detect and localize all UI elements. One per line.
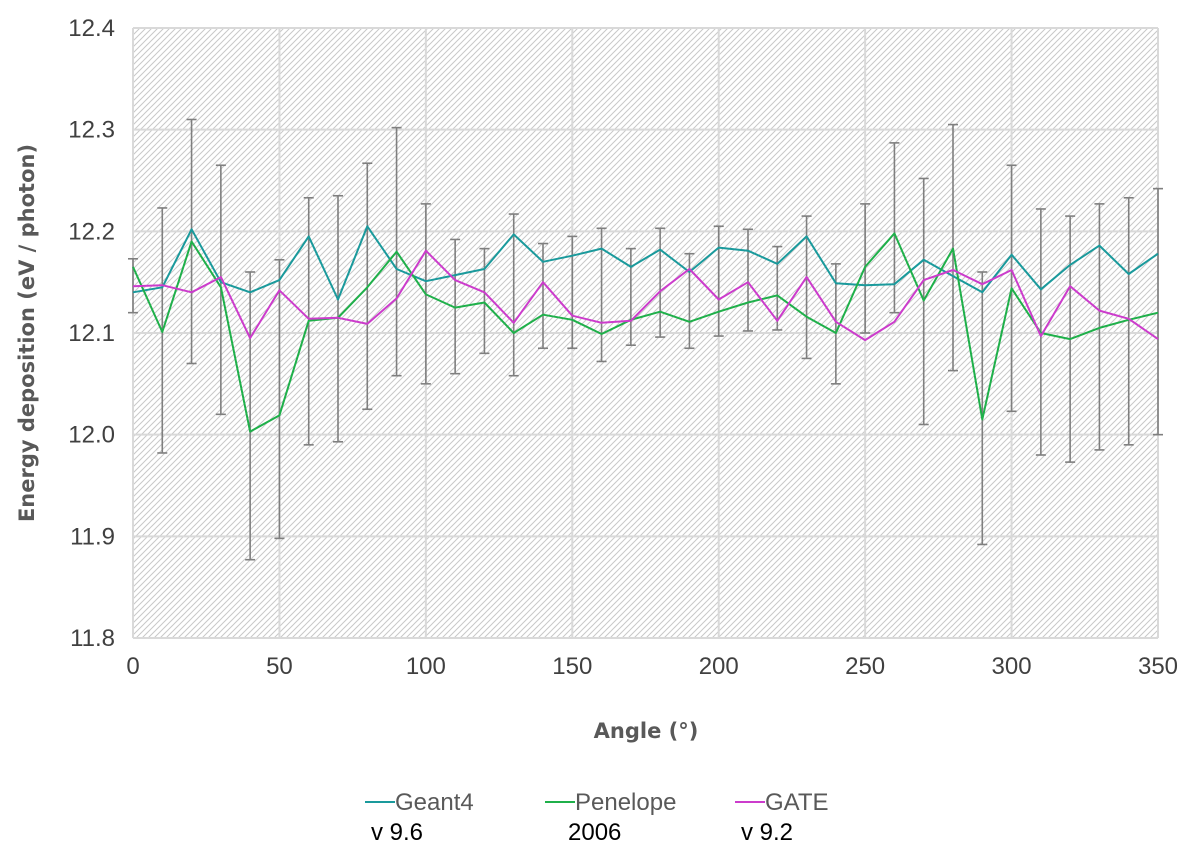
error-bar: [801, 215, 812, 360]
error-bar: [772, 245, 783, 331]
y-tick-labels: 11.8 11.9 12.0 12.1 12.2 12.3 12.4: [68, 15, 115, 652]
x-tick-label: 50: [266, 653, 293, 680]
y-tick-label: 12.0: [68, 422, 115, 449]
x-tick-label: 100: [406, 653, 446, 680]
y-axis-title: Energy deposition (eV / photon): [15, 144, 39, 522]
legend-subtitle: v 9.6: [371, 819, 423, 846]
error-bar: [245, 271, 256, 561]
y-tick-label: 11.8: [70, 625, 115, 652]
legend-subtitle: 2006: [568, 819, 621, 846]
error-bar: [625, 247, 636, 347]
x-tick-label: 0: [126, 653, 139, 680]
legend: Geant4 v 9.6 Penelope 2006 GATE v 9.2: [365, 789, 829, 846]
x-tick-label: 300: [992, 653, 1032, 680]
series-line-gate: [132, 249, 1159, 342]
error-bar: [713, 225, 724, 337]
error-bar: [977, 271, 988, 546]
x-tick-label: 200: [699, 653, 739, 680]
gridlines: [132, 27, 1159, 639]
error-bar: [596, 227, 607, 363]
error-bar: [743, 228, 753, 332]
x-tick-label: 250: [845, 653, 885, 680]
x-tick-label: 150: [552, 653, 592, 680]
y-tick-label: 12.2: [68, 218, 115, 245]
y-tick-label: 12.3: [68, 117, 115, 144]
series-line-geant4: [132, 225, 1159, 301]
x-tick-label: 350: [1138, 653, 1178, 680]
x-tick-labels: 0 50 100 150 200 250 300 350: [126, 653, 1178, 680]
series-lines: [132, 225, 1159, 433]
legend-item-penelope: Penelope 2006: [545, 789, 676, 846]
legend-subtitle: v 9.2: [741, 819, 793, 846]
y-tick-label: 11.9: [70, 523, 115, 550]
error-bar: [508, 213, 519, 377]
error-bar: [479, 247, 490, 355]
y-tick-label: 12.1: [68, 320, 115, 347]
series-line-penelope: [132, 232, 1159, 433]
error-bar: [274, 258, 285, 540]
error-bar: [655, 227, 666, 338]
legend-item-geant4: Geant4 v 9.6: [365, 789, 474, 846]
y-tick-label: 12.4: [68, 15, 115, 42]
error-bar: [948, 123, 958, 372]
error-bar: [1153, 187, 1163, 436]
legend-label: Penelope: [575, 789, 676, 816]
error-bar: [1123, 196, 1134, 446]
x-axis-title: Angle (°): [594, 719, 699, 743]
legend-label: Geant4: [395, 789, 474, 816]
legend-item-gate: GATE v 9.2: [735, 789, 829, 846]
legend-label: GATE: [765, 789, 829, 816]
